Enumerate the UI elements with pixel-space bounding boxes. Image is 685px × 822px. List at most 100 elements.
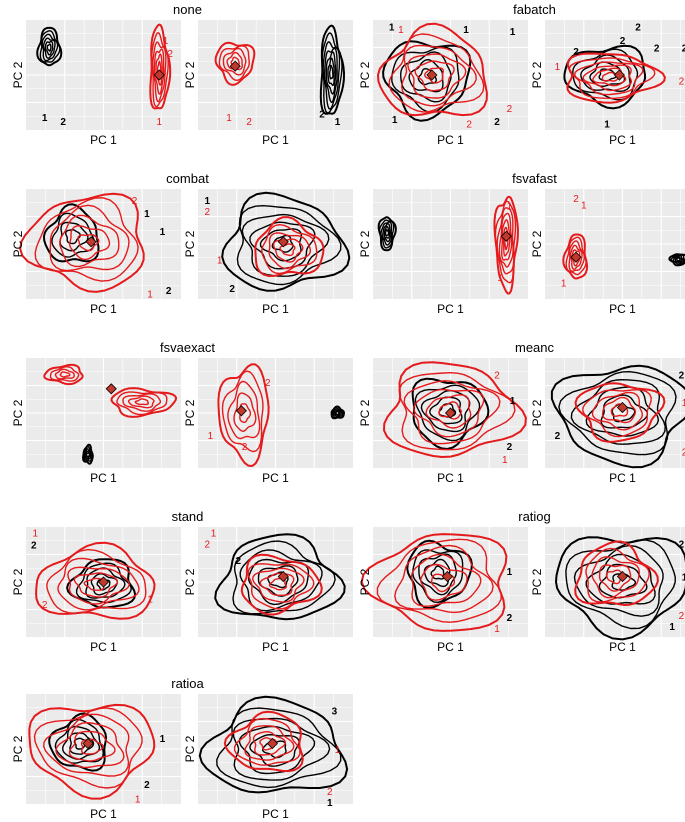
batch2-contour-line bbox=[376, 538, 502, 623]
center-marker bbox=[82, 737, 94, 750]
batch2-contour-line bbox=[601, 396, 637, 424]
batch1-contour-line bbox=[420, 389, 471, 433]
batch1-contour-line bbox=[408, 59, 444, 93]
batch2-contour-line bbox=[360, 533, 508, 632]
batch2-contour-line bbox=[496, 207, 515, 275]
panel: 2 1 2 2 PC 1 PC 2 bbox=[530, 358, 685, 485]
batch2-contour-line bbox=[574, 61, 644, 96]
batch2-contour-line bbox=[494, 200, 517, 284]
batch1-contour-line bbox=[414, 384, 481, 442]
point-label: 2 bbox=[679, 611, 685, 622]
batch1-contour-line bbox=[69, 732, 95, 755]
point-label: 1 bbox=[33, 529, 39, 540]
point-label: 2 bbox=[555, 431, 561, 442]
batch2-contour-line bbox=[77, 234, 100, 252]
batch2-contour-line bbox=[68, 730, 116, 762]
x-axis-label: PC 1 bbox=[90, 807, 117, 821]
y-axis-label: PC 2 bbox=[183, 61, 197, 88]
center-marker bbox=[153, 69, 165, 81]
batch2-contour-line bbox=[222, 47, 247, 76]
batch1-contour-line bbox=[249, 221, 316, 270]
batch2-contour-line bbox=[73, 572, 119, 598]
batch2-contour-line bbox=[152, 41, 167, 103]
batch2-contour-line bbox=[116, 391, 168, 416]
facet-title: meanc bbox=[515, 340, 555, 355]
batch1-contour-line bbox=[384, 229, 390, 237]
center-marker bbox=[500, 230, 512, 242]
point-label: 2 bbox=[679, 371, 685, 382]
y-axis-label: PC 2 bbox=[530, 568, 544, 595]
batch1-contour-line bbox=[214, 533, 346, 621]
batch2-contour-line bbox=[565, 236, 587, 276]
batch2-contour-line bbox=[43, 363, 84, 386]
batch1-contour-line bbox=[676, 257, 681, 262]
batch1-contour-line bbox=[322, 41, 341, 110]
y-axis-label: PC 2 bbox=[183, 399, 197, 426]
batch1-contour-line bbox=[674, 256, 683, 263]
batch2-contour-line bbox=[254, 216, 325, 277]
batch2-contour-line bbox=[410, 553, 482, 607]
batch1-contour-line bbox=[335, 410, 340, 416]
center-marker bbox=[613, 69, 625, 81]
batch2-contour-line bbox=[83, 577, 107, 591]
batch1-contour-line bbox=[65, 229, 81, 245]
point-label: 1 bbox=[389, 23, 395, 34]
batch2-contour-line bbox=[388, 33, 485, 113]
center-marker bbox=[235, 405, 247, 417]
batch2-contour-line bbox=[252, 567, 305, 603]
point-label: 2 bbox=[236, 556, 242, 567]
batch1-contour-line bbox=[62, 725, 101, 760]
point-label: 1 bbox=[510, 396, 516, 407]
point-label: 2 bbox=[265, 378, 271, 389]
center-marker bbox=[616, 570, 629, 583]
center-marker bbox=[426, 69, 438, 81]
batch2-contour-line bbox=[218, 45, 250, 81]
point-label: 2 bbox=[242, 442, 248, 453]
facet-fsvaexact: fsvaexact PC 1 PC 2 1 2 2 PC 1 PC 2 bbox=[11, 340, 353, 485]
point-label: 1 bbox=[392, 115, 398, 126]
batch2-contour-line bbox=[33, 707, 143, 789]
point-label: 2 bbox=[679, 540, 685, 551]
y-axis-label: PC 2 bbox=[11, 735, 25, 762]
facet-title: fsvafast bbox=[512, 171, 557, 186]
batch1-contour-line bbox=[85, 452, 91, 458]
x-axis-label: PC 1 bbox=[90, 471, 117, 485]
batch1-contour-line bbox=[232, 540, 336, 615]
point-label: 1 bbox=[135, 795, 141, 806]
x-axis-label: PC 1 bbox=[437, 640, 464, 654]
batch1-contour-line bbox=[66, 558, 137, 609]
batch1-contour-line bbox=[41, 33, 59, 62]
panel: 1 1 PC 1 PC 2 bbox=[358, 189, 528, 316]
x-axis-label: PC 1 bbox=[262, 640, 289, 654]
y-axis-label: PC 2 bbox=[358, 230, 372, 257]
facet-title: ratioa bbox=[171, 676, 204, 691]
batch2-contour-line bbox=[19, 192, 145, 293]
point-label: 1 bbox=[208, 431, 214, 442]
point-label: 1 bbox=[502, 455, 508, 466]
point-label: 2 bbox=[507, 613, 513, 624]
batch2-contour-line bbox=[134, 398, 149, 406]
batch1-contour-line bbox=[216, 707, 342, 789]
y-axis-label: PC 2 bbox=[11, 568, 25, 595]
batch2-contour-line bbox=[501, 219, 513, 261]
batch1-contour-line bbox=[239, 549, 323, 612]
batch1-contour-line bbox=[221, 191, 351, 292]
x-axis-label: PC 1 bbox=[609, 471, 636, 485]
batch1-contour-line bbox=[383, 225, 391, 239]
point-label: 1 bbox=[604, 119, 610, 130]
batch2-contour-line bbox=[28, 703, 156, 800]
batch1-contour-line bbox=[328, 64, 334, 80]
batch1-contour-line bbox=[257, 565, 299, 597]
batch2-contour-line bbox=[403, 380, 501, 445]
point-label: 2 bbox=[679, 77, 685, 88]
batch2-contour-line bbox=[227, 380, 261, 440]
y-axis-label: PC 2 bbox=[183, 735, 197, 762]
point-label: 1 bbox=[147, 595, 153, 606]
batch1-contour-line bbox=[672, 254, 684, 264]
center-marker bbox=[616, 401, 629, 414]
batch1-contour-line bbox=[423, 558, 451, 588]
